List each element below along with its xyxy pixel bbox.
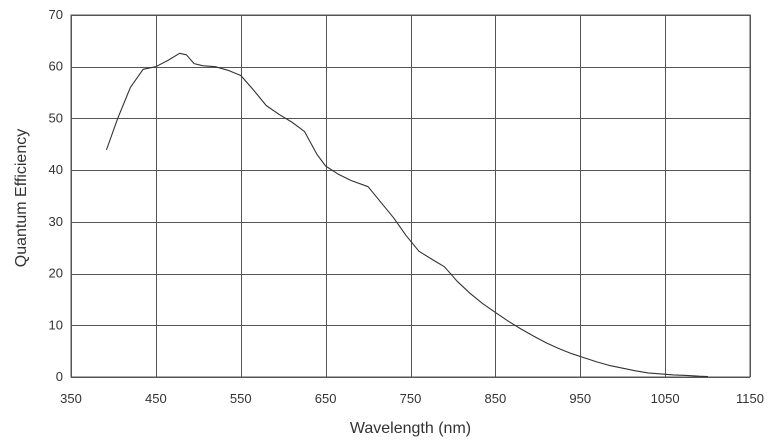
x-tick-label: 850 bbox=[485, 391, 507, 406]
y-tick-label: 70 bbox=[49, 7, 63, 22]
x-tick-label: 550 bbox=[230, 391, 252, 406]
y-tick-label: 10 bbox=[49, 317, 63, 332]
y-tick-labels: 0 10 20 30 40 50 60 70 bbox=[49, 7, 63, 384]
y-axis-title: Quantum Efficiency bbox=[13, 129, 30, 267]
x-tick-label: 350 bbox=[60, 391, 82, 406]
x-tick-label: 950 bbox=[569, 391, 591, 406]
x-tick-label: 1150 bbox=[736, 391, 764, 406]
series-line-0 bbox=[106, 52, 709, 378]
y-tick-label: 20 bbox=[49, 266, 63, 281]
x-tick-label: 1050 bbox=[651, 391, 680, 406]
series-layer bbox=[106, 52, 709, 378]
y-tick-label: 30 bbox=[49, 214, 63, 229]
plot-frame bbox=[70, 14, 751, 378]
x-tick-label: 450 bbox=[145, 391, 167, 406]
y-tick-label: 60 bbox=[49, 59, 63, 74]
y-tick-label: 50 bbox=[49, 110, 63, 125]
x-tick-label: 750 bbox=[400, 391, 422, 406]
x-tick-labels: 350 450 550 650 750 850 950 1050 1150 bbox=[60, 391, 764, 406]
x-tick-label: 650 bbox=[315, 391, 337, 406]
x-axis-title: Wavelength (nm) bbox=[350, 420, 471, 437]
y-tick-label: 0 bbox=[56, 369, 63, 384]
y-tick-label: 40 bbox=[49, 162, 63, 177]
grid-lines bbox=[71, 15, 751, 378]
